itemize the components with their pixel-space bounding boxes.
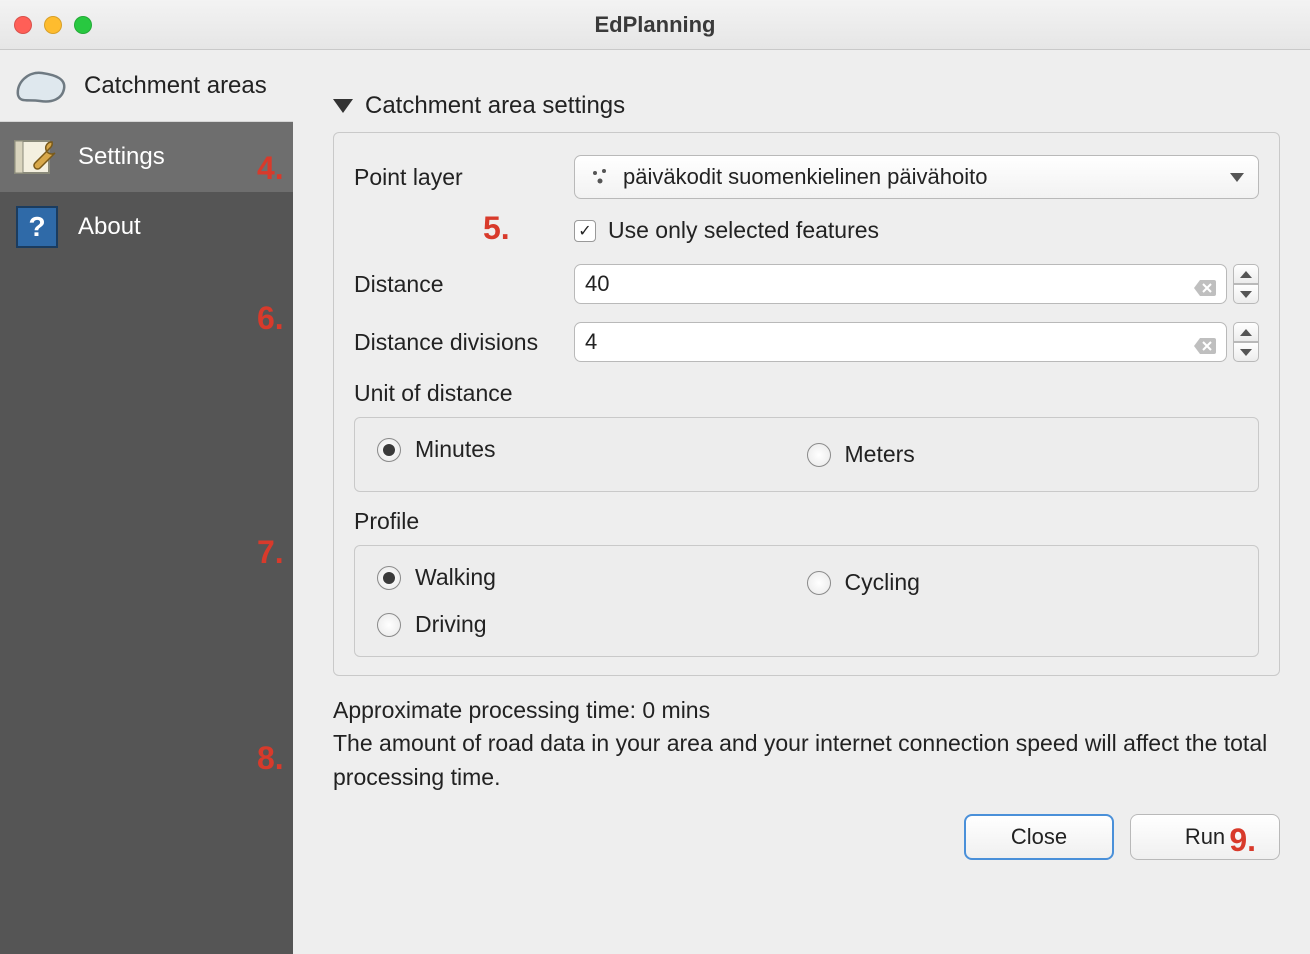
profile-driving-label: Driving — [415, 611, 487, 638]
unit-radio-group: Minutes Meters — [354, 417, 1259, 492]
profile-option-cycling[interactable]: Cycling — [807, 564, 1237, 601]
distance-input[interactable]: 40 — [574, 264, 1227, 304]
profile-radio-group: Walking Cycling Driving — [354, 545, 1259, 657]
radio-icon — [807, 571, 831, 595]
run-button[interactable]: Run — [1130, 814, 1280, 860]
titlebar: EdPlanning — [0, 0, 1310, 50]
main-content: Catchment area settings Point layer — [293, 50, 1310, 954]
profile-option-driving[interactable]: Driving — [377, 611, 807, 638]
distance-step-up[interactable] — [1233, 264, 1259, 284]
profile-cycling-label: Cycling — [845, 569, 920, 596]
point-layer-value: päiväkodit suomenkielinen päivähoito — [623, 164, 1218, 190]
question-icon: ? — [12, 206, 62, 248]
sidebar-item-about[interactable]: ? About — [0, 192, 293, 262]
section-title: Catchment area settings — [365, 92, 625, 120]
unit-group-label: Unit of distance — [354, 380, 1259, 407]
unit-option-minutes[interactable]: Minutes — [377, 436, 807, 463]
radio-icon — [377, 613, 401, 637]
close-button-label: Close — [1011, 824, 1067, 850]
use-selected-label: Use only selected features — [608, 217, 879, 244]
processing-note: The amount of road data in your area and… — [333, 727, 1280, 794]
point-layer-combo[interactable]: päiväkodit suomenkielinen päivähoito — [574, 155, 1259, 199]
divisions-input[interactable]: 4 — [574, 322, 1227, 362]
radio-icon — [377, 566, 401, 590]
clear-icon[interactable] — [1194, 334, 1216, 350]
sidebar-item-label: Settings — [78, 143, 165, 171]
radio-icon — [377, 438, 401, 462]
point-layer-icon — [589, 167, 611, 187]
radio-icon — [807, 443, 831, 467]
left-column: Catchment areas Settings ? About — [0, 50, 293, 954]
profile-group-label: Profile — [354, 508, 1259, 535]
close-button[interactable]: Close — [964, 814, 1114, 860]
wrench-icon — [12, 136, 62, 178]
point-layer-label: Point layer — [354, 164, 574, 191]
profile-option-walking[interactable]: Walking — [377, 564, 807, 591]
run-button-label: Run — [1185, 824, 1225, 850]
divisions-value: 4 — [585, 329, 597, 355]
sidebar-item-label: About — [78, 213, 141, 241]
use-selected-checkbox[interactable]: ✓ — [574, 220, 596, 242]
clear-icon[interactable] — [1194, 276, 1216, 292]
sidebar: Settings ? About — [0, 122, 293, 954]
divisions-step-down[interactable] — [1233, 342, 1259, 362]
distance-label: Distance — [354, 271, 574, 298]
processing-time-line: Approximate processing time: 0 mins — [333, 694, 1280, 727]
window-title: EdPlanning — [0, 12, 1310, 38]
sidebar-item-settings[interactable]: Settings — [0, 122, 293, 192]
unit-meters-label: Meters — [845, 441, 915, 468]
settings-panel: Point layer päiväkodit suomenkielinen pä… — [333, 132, 1280, 676]
profile-walking-label: Walking — [415, 564, 496, 591]
tab-catchment-areas[interactable]: Catchment areas — [0, 50, 293, 122]
unit-option-meters[interactable]: Meters — [807, 436, 1237, 473]
distance-step-down[interactable] — [1233, 284, 1259, 304]
unit-minutes-label: Minutes — [415, 436, 496, 463]
dropdown-caret-icon — [1230, 173, 1244, 182]
chevron-down-icon — [333, 99, 353, 113]
processing-info: Approximate processing time: 0 mins The … — [333, 694, 1280, 794]
tab-label: Catchment areas — [84, 72, 267, 100]
section-toggle[interactable]: Catchment area settings — [333, 92, 1280, 120]
distance-value: 40 — [585, 271, 609, 297]
divisions-label: Distance divisions — [354, 329, 574, 356]
divisions-step-up[interactable] — [1233, 322, 1259, 342]
catchment-areas-icon — [12, 65, 70, 107]
